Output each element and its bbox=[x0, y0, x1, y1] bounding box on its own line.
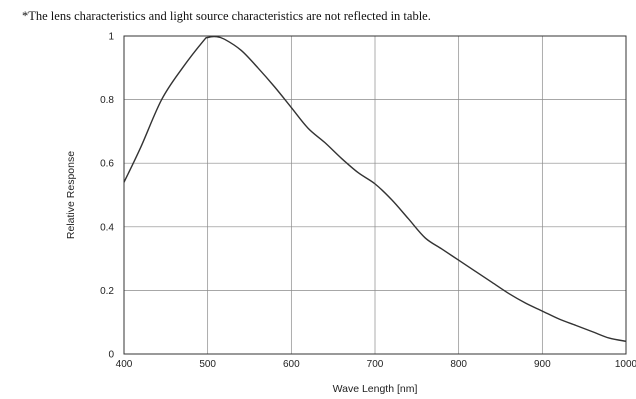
y-tick-label: 0.6 bbox=[100, 159, 114, 170]
x-tick-label: 700 bbox=[367, 359, 384, 370]
x-tick-label: 600 bbox=[283, 359, 300, 370]
relative-response-line bbox=[123, 35, 627, 342]
y-tick-label: 1 bbox=[108, 32, 114, 43]
x-tick-label: 500 bbox=[199, 359, 216, 370]
x-tick-label: 900 bbox=[534, 359, 551, 370]
plot-area-frame bbox=[123, 35, 627, 355]
y-axis-ticks: 0 0.2 0.4 0.6 0.8 1 bbox=[100, 32, 114, 361]
grid bbox=[124, 36, 626, 354]
y-tick-label: 0.2 bbox=[100, 286, 114, 297]
y-tick-label: 0.4 bbox=[100, 222, 114, 233]
chart-note: *The lens characteristics and light sour… bbox=[22, 9, 431, 23]
x-tick-label: 400 bbox=[116, 359, 133, 370]
y-tick-label: 0 bbox=[108, 350, 114, 361]
y-tick-label: 0.8 bbox=[100, 95, 114, 106]
x-axis-title: Wave Length [nm] bbox=[333, 383, 418, 395]
x-axis-ticks: 400 500 600 700 800 900 1000 bbox=[116, 359, 636, 370]
x-tick-label: 1000 bbox=[615, 359, 636, 370]
y-axis-title: Relative Response bbox=[65, 151, 77, 239]
x-tick-label: 800 bbox=[450, 359, 467, 370]
